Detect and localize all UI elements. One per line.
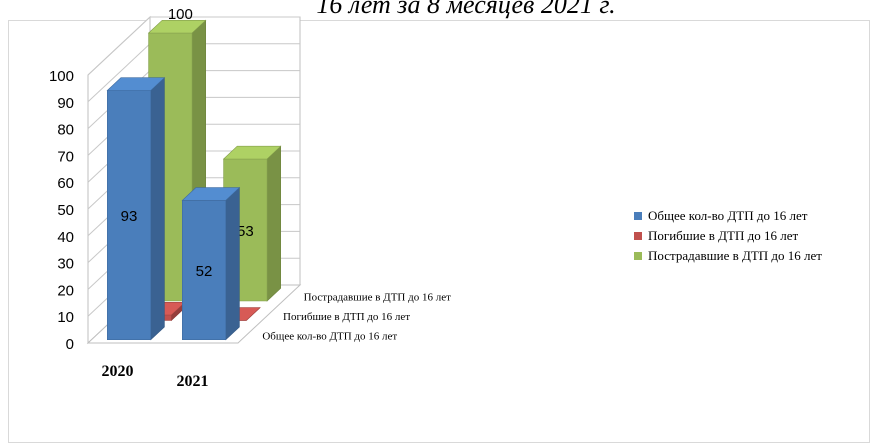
legend-item-injured: Пострадавшие в ДТП до 16 лет bbox=[634, 246, 822, 266]
legend-label-injured: Пострадавшие в ДТП до 16 лет bbox=[648, 248, 822, 263]
y-tick-label: 50 bbox=[57, 202, 74, 219]
y-tick-label: 40 bbox=[57, 229, 74, 246]
bar-side bbox=[266, 145, 282, 302]
legend-swatch-injured bbox=[634, 252, 642, 260]
legend-label-total: Общее кол-во ДТП до 16 лет bbox=[648, 208, 808, 223]
y-tick-label: 60 bbox=[57, 175, 74, 192]
depth-axis-label: Общее кол-во ДТП до 16 лет bbox=[262, 330, 397, 342]
legend-label-killed: Погибшие в ДТП до 16 лет bbox=[648, 228, 799, 243]
legend-swatch-total bbox=[634, 212, 642, 220]
depth-axis-label: Пострадавшие в ДТП до 16 лет bbox=[304, 292, 451, 304]
bar-top bbox=[147, 19, 207, 34]
legend-item-total: Общее кол-во ДТП до 16 лет bbox=[634, 206, 822, 226]
bar-top bbox=[222, 145, 282, 160]
bar-side bbox=[225, 186, 240, 341]
gridline bbox=[87, 16, 300, 76]
y-tick-label: 70 bbox=[57, 148, 74, 165]
data-label: 100 bbox=[168, 6, 193, 23]
chart-title: 16 лет за 8 месяцев 2021 г. bbox=[316, 0, 616, 19]
bar-side bbox=[150, 77, 165, 341]
bar-top bbox=[181, 187, 241, 201]
legend-item-killed: Погибшие в ДТП до 16 лет bbox=[634, 226, 822, 246]
depth-axis-label: Погибшие в ДТП до 16 лет bbox=[283, 311, 410, 323]
y-tick-label: 30 bbox=[57, 256, 74, 273]
data-label: 52 bbox=[196, 263, 213, 280]
x-tick-label: 2020 bbox=[102, 363, 134, 380]
y-tick-label: 20 bbox=[57, 282, 74, 299]
y-tick-label: 100 bbox=[49, 68, 74, 85]
bar-top bbox=[106, 77, 166, 91]
chart-legend: Общее кол-во ДТП до 16 лет Погибшие в ДТ… bbox=[634, 206, 822, 266]
y-tick-label: 0 bbox=[66, 336, 74, 353]
chart-area bbox=[8, 20, 870, 443]
y-tick-label: 90 bbox=[57, 95, 74, 112]
x-tick-label: 2021 bbox=[177, 373, 209, 390]
data-label: 93 bbox=[121, 208, 138, 225]
y-tick-label: 80 bbox=[57, 122, 74, 139]
y-tick-label: 10 bbox=[57, 309, 74, 326]
legend-swatch-killed bbox=[634, 232, 642, 240]
data-label: 53 bbox=[237, 223, 254, 240]
